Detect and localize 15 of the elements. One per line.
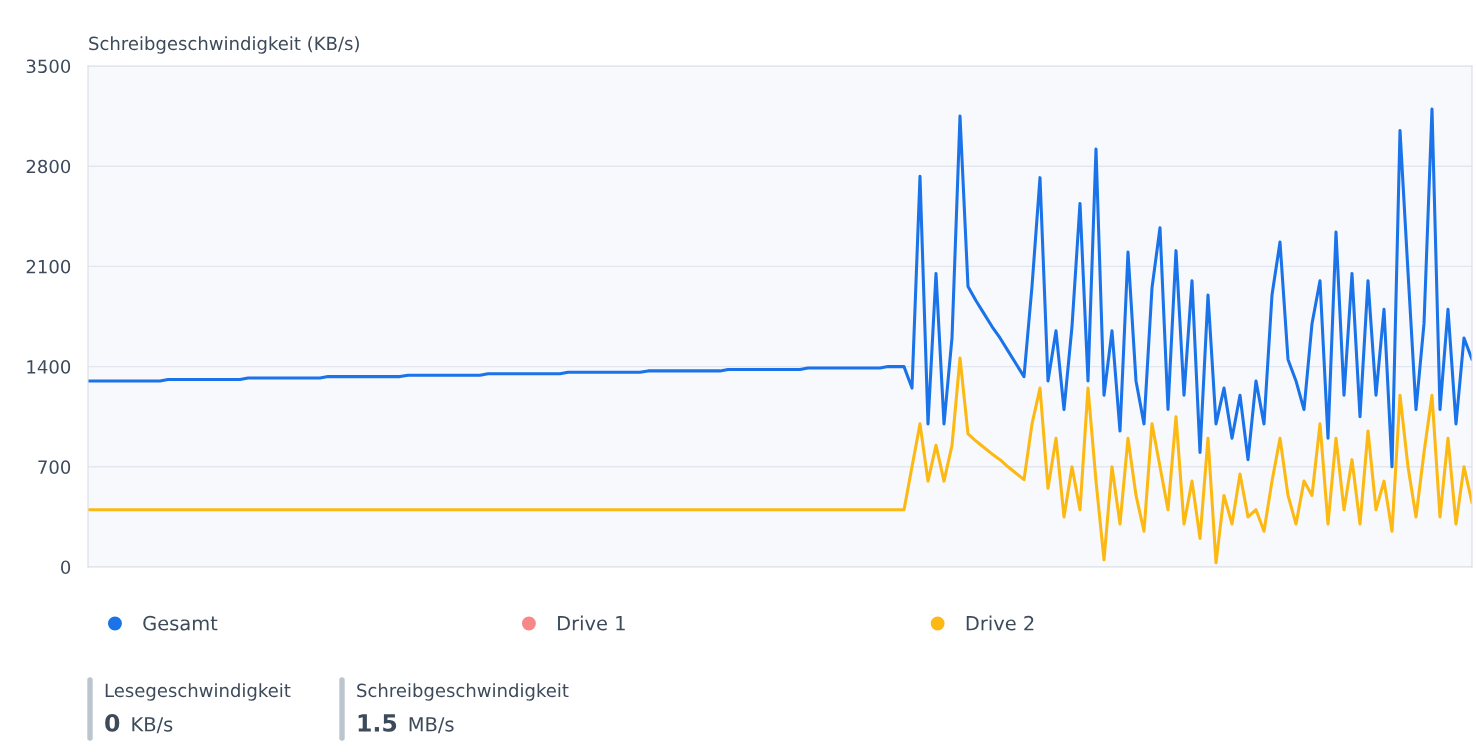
y-tick-label: 1400 (27, 360, 71, 374)
y-tick-label: 2800 (26, 159, 71, 174)
y-tick-label: 700 (38, 460, 71, 474)
chart-title: Schreibgeschwindigkeit (KB/s) (89, 36, 359, 54)
line-series (88, 107, 1472, 469)
text: 0 KB/s (105, 713, 173, 734)
text: Schreibgeschwindigkeit (357, 683, 569, 701)
y-tick-label: 0 (61, 560, 71, 575)
legend-label: Drive 1 (558, 615, 625, 631)
y-tick-label: 3500 (26, 59, 71, 74)
text: Lesegeschwindigkeit (105, 683, 291, 701)
legend-label: Drive 2 (966, 615, 1034, 631)
y-tick-label: 2100 (26, 259, 71, 274)
text: 1.5 MB/s (358, 714, 454, 734)
legend-label: Gesamt (143, 615, 218, 631)
